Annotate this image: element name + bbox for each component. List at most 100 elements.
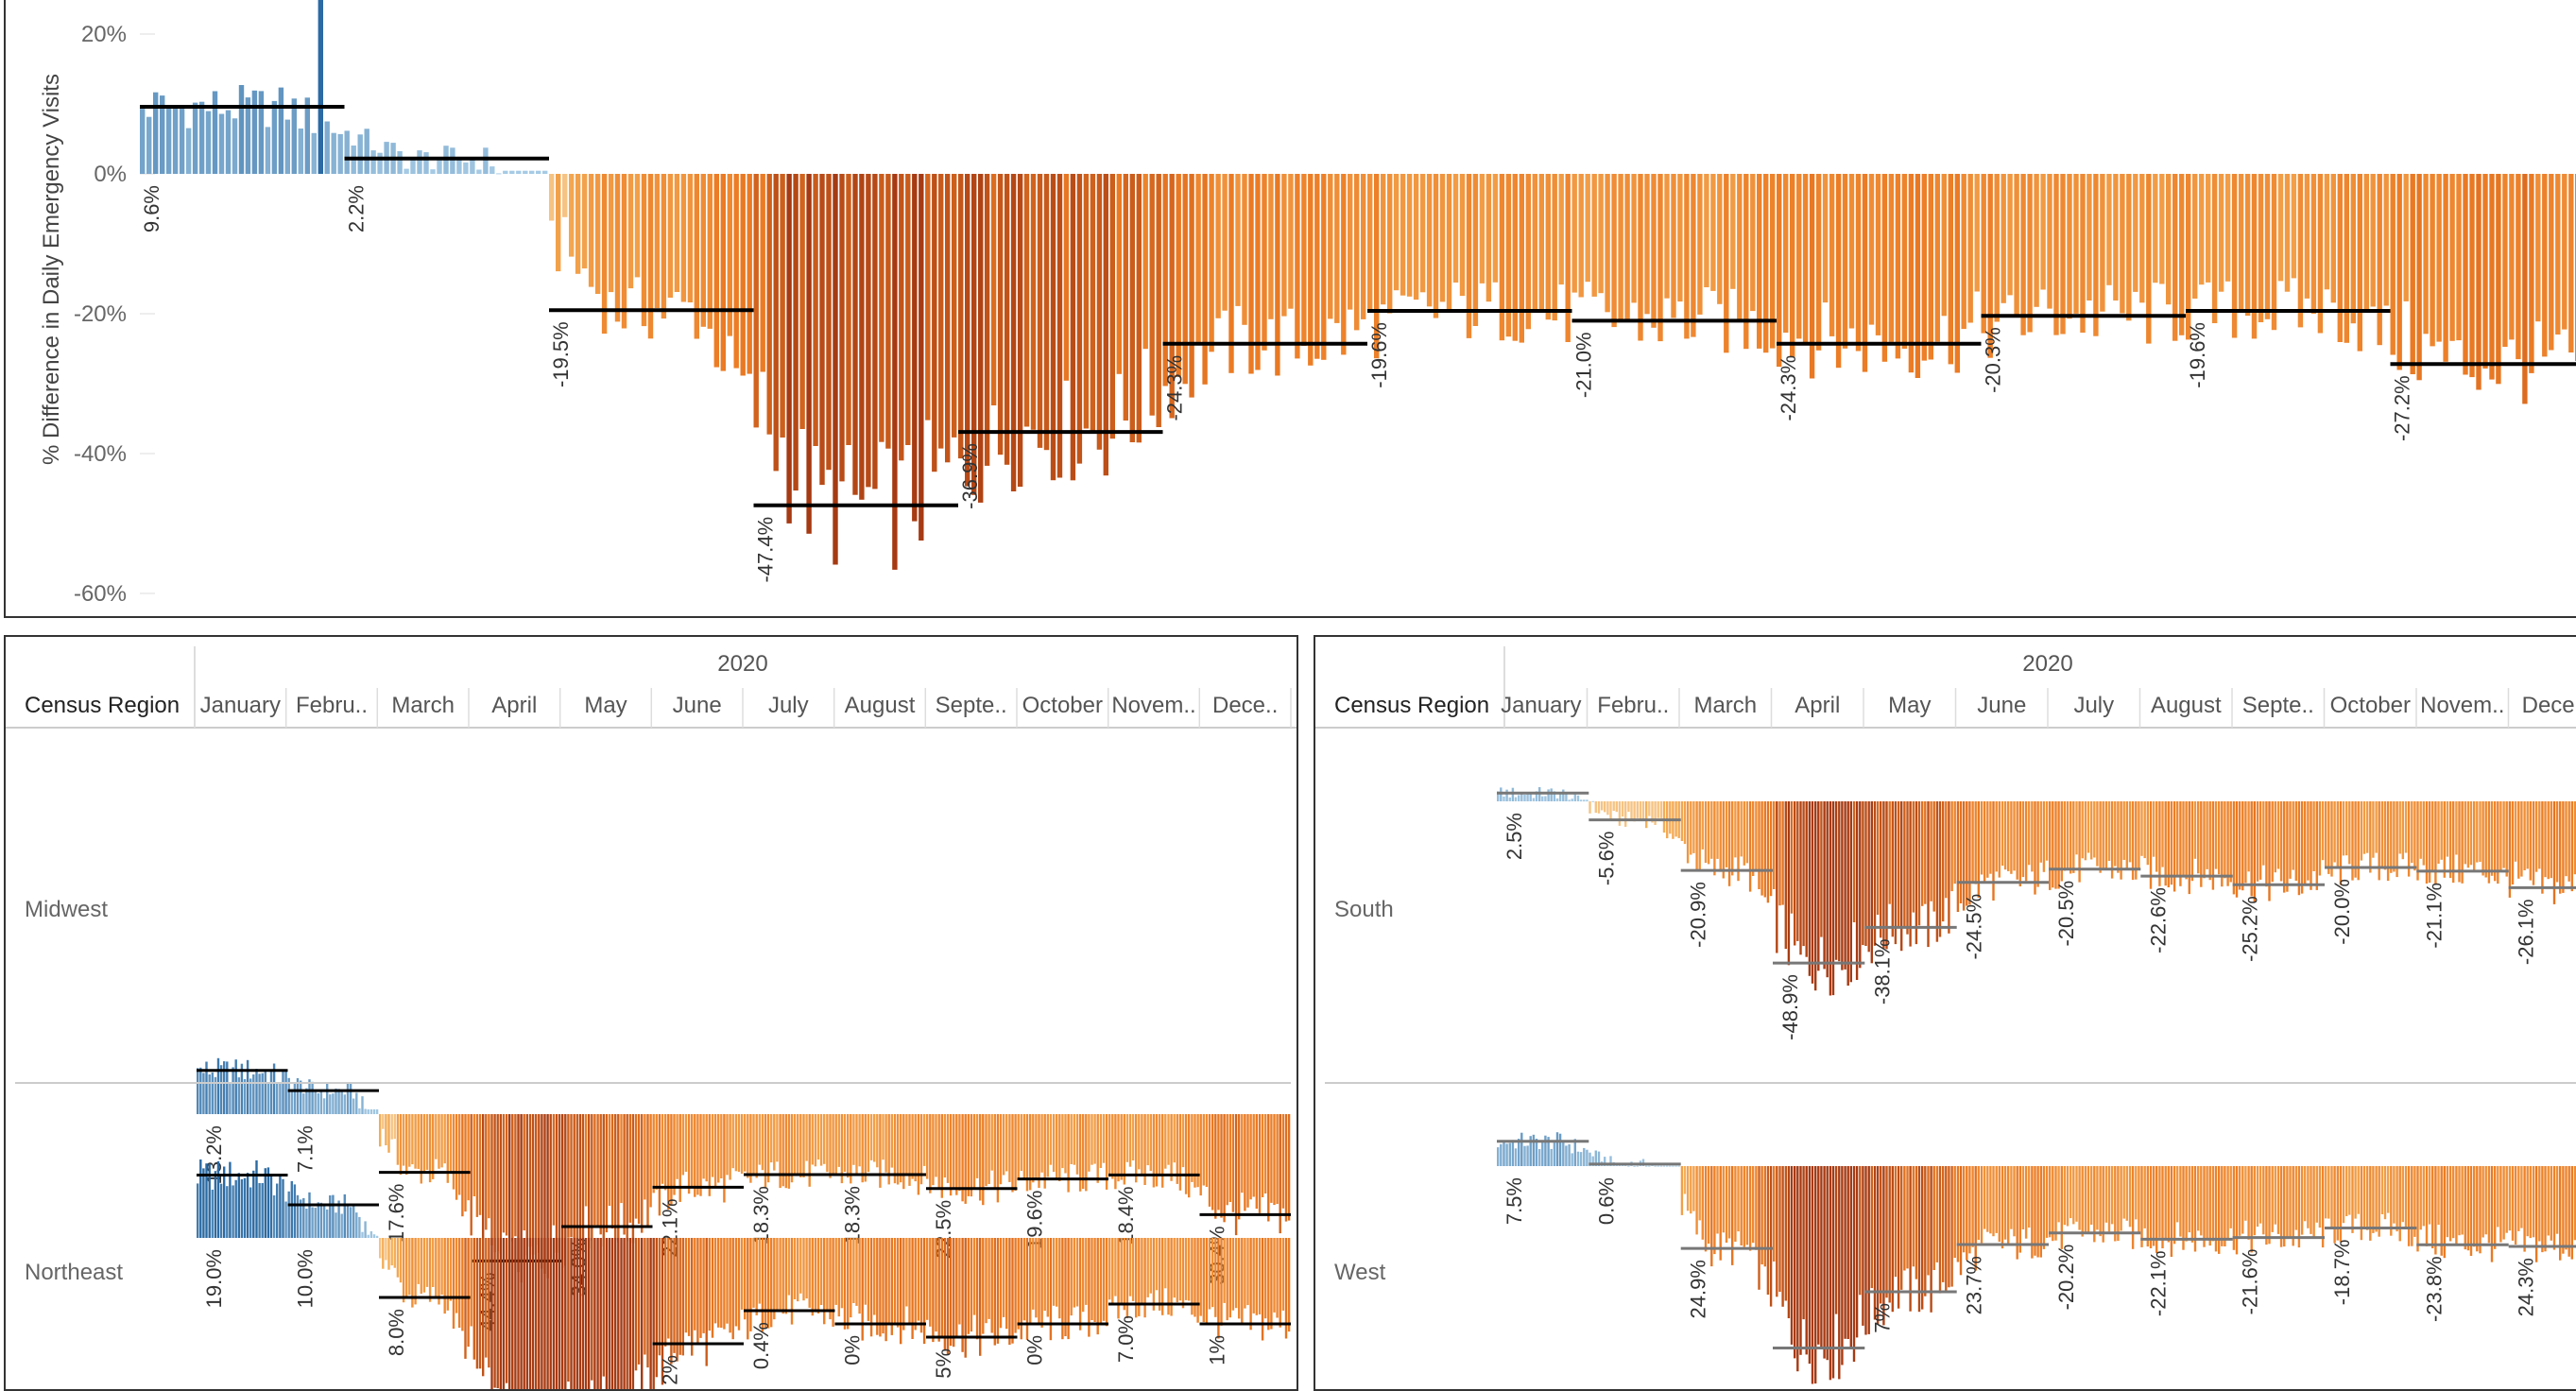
daily-bar: [1999, 1166, 2001, 1242]
daily-bar: [1407, 174, 1412, 297]
period-average-label: -21.6%: [2239, 1249, 2262, 1315]
daily-bar: [2509, 174, 2514, 339]
daily-bar: [2111, 801, 2113, 879]
daily-bar: [723, 1238, 725, 1330]
daily-bar: [770, 1238, 772, 1327]
daily-bar: [965, 174, 970, 487]
daily-bar: [2527, 801, 2529, 868]
daily-bar: [712, 1114, 713, 1177]
period-average-label: -21.1%: [2422, 883, 2446, 949]
daily-bar: [1799, 801, 1801, 954]
daily-bar: [932, 1238, 934, 1342]
daily-bar: [2090, 801, 2092, 860]
daily-bar: [435, 1238, 437, 1298]
daily-bar: [464, 1114, 466, 1211]
daily-bar: [1954, 1166, 1956, 1258]
daily-bar: [265, 1168, 266, 1238]
daily-bar: [717, 1238, 719, 1328]
daily-bar: [1984, 1166, 1985, 1229]
daily-bar: [2322, 801, 2324, 860]
daily-bar: [702, 1114, 704, 1178]
daily-bar: [1174, 1114, 1176, 1162]
daily-bar: [2456, 174, 2461, 340]
daily-bar: [2155, 801, 2157, 872]
left-region-rows: Midwest13.2%7.1%-17.6%-44.4%-34.0%-22.1%…: [15, 897, 1291, 1391]
daily-bar: [1129, 1238, 1131, 1297]
daily-bar: [1975, 1166, 1977, 1271]
daily-bar: [1841, 801, 1843, 970]
daily-bar: [2244, 801, 2246, 883]
daily-bar: [2153, 801, 2155, 857]
daily-bar: [2232, 174, 2237, 338]
daily-bar: [1088, 1238, 1090, 1337]
daily-bar: [1633, 1166, 1635, 1167]
daily-bar: [635, 1238, 637, 1370]
daily-bar: [500, 1238, 502, 1391]
daily-bar: [1844, 1166, 1846, 1339]
daily-bar: [2523, 801, 2525, 870]
daily-bar: [1778, 1166, 1780, 1292]
daily-bar: [239, 85, 244, 174]
daily-bar: [1788, 801, 1790, 965]
daily-bar: [2441, 1166, 2443, 1256]
daily-bar: [1728, 1166, 1730, 1239]
daily-bar: [2245, 174, 2250, 316]
daily-bar: [1823, 1166, 1825, 1359]
daily-bar: [397, 1114, 399, 1165]
daily-bar: [2340, 801, 2342, 884]
daily-bar: [1921, 801, 1923, 906]
daily-bar: [1835, 1166, 1837, 1314]
daily-bar: [2384, 1166, 2386, 1219]
daily-bar: [918, 1238, 919, 1321]
daily-bar: [1832, 1166, 1834, 1379]
daily-bar: [1038, 1238, 1039, 1324]
daily-bar: [447, 1238, 449, 1311]
daily-bar: [476, 170, 481, 175]
month-header: July: [2073, 693, 2114, 718]
daily-bar: [1321, 174, 1326, 360]
daily-bar: [2049, 801, 2051, 890]
daily-bar: [272, 101, 277, 174]
daily-bar: [2120, 1166, 2121, 1231]
daily-bar: [1559, 174, 1564, 284]
daily-bar: [385, 1238, 386, 1261]
daily-bar: [1150, 1114, 1152, 1171]
daily-bar: [2479, 801, 2481, 862]
daily-bar: [476, 1238, 478, 1368]
daily-bar: [682, 1238, 684, 1355]
daily-bar: [1844, 801, 1846, 970]
daily-bar: [1011, 1114, 1013, 1193]
daily-bar: [1942, 174, 1947, 316]
daily-bar: [308, 1193, 310, 1238]
daily-bar: [1651, 174, 1656, 328]
daily-bar: [308, 1079, 310, 1114]
daily-bar: [791, 1114, 793, 1182]
daily-bar: [2293, 801, 2294, 870]
daily-bar: [1806, 801, 1808, 957]
daily-bar: [688, 174, 693, 302]
daily-bar: [720, 1238, 722, 1328]
daily-bar: [2304, 1166, 2306, 1221]
daily-bar: [2443, 174, 2447, 362]
daily-bar: [1913, 1166, 1915, 1266]
daily-bar: [2099, 801, 2101, 873]
daily-bar: [2550, 801, 2552, 878]
daily-bar: [1764, 1166, 1766, 1266]
daily-bar: [1781, 1166, 1783, 1307]
daily-bar: [1044, 1238, 1046, 1311]
daily-bar: [1598, 801, 1600, 814]
daily-bar: [629, 1238, 631, 1391]
daily-bar: [284, 1071, 286, 1114]
daily-bar: [2316, 1166, 2318, 1223]
daily-bar: [2254, 1166, 2256, 1235]
region-row-south: South2.5%-5.6%-20.9%-48.9%-38.1%-24.5%-2…: [1334, 787, 2576, 1040]
daily-bar: [247, 1173, 249, 1238]
daily-bar: [541, 1238, 542, 1391]
daily-bar: [1724, 174, 1728, 352]
daily-bar: [2060, 174, 2065, 335]
daily-bar: [1755, 1166, 1757, 1250]
daily-bar: [982, 1238, 984, 1334]
daily-bar: [403, 1238, 404, 1302]
daily-bar: [2502, 801, 2504, 868]
daily-bar: [461, 1238, 463, 1331]
